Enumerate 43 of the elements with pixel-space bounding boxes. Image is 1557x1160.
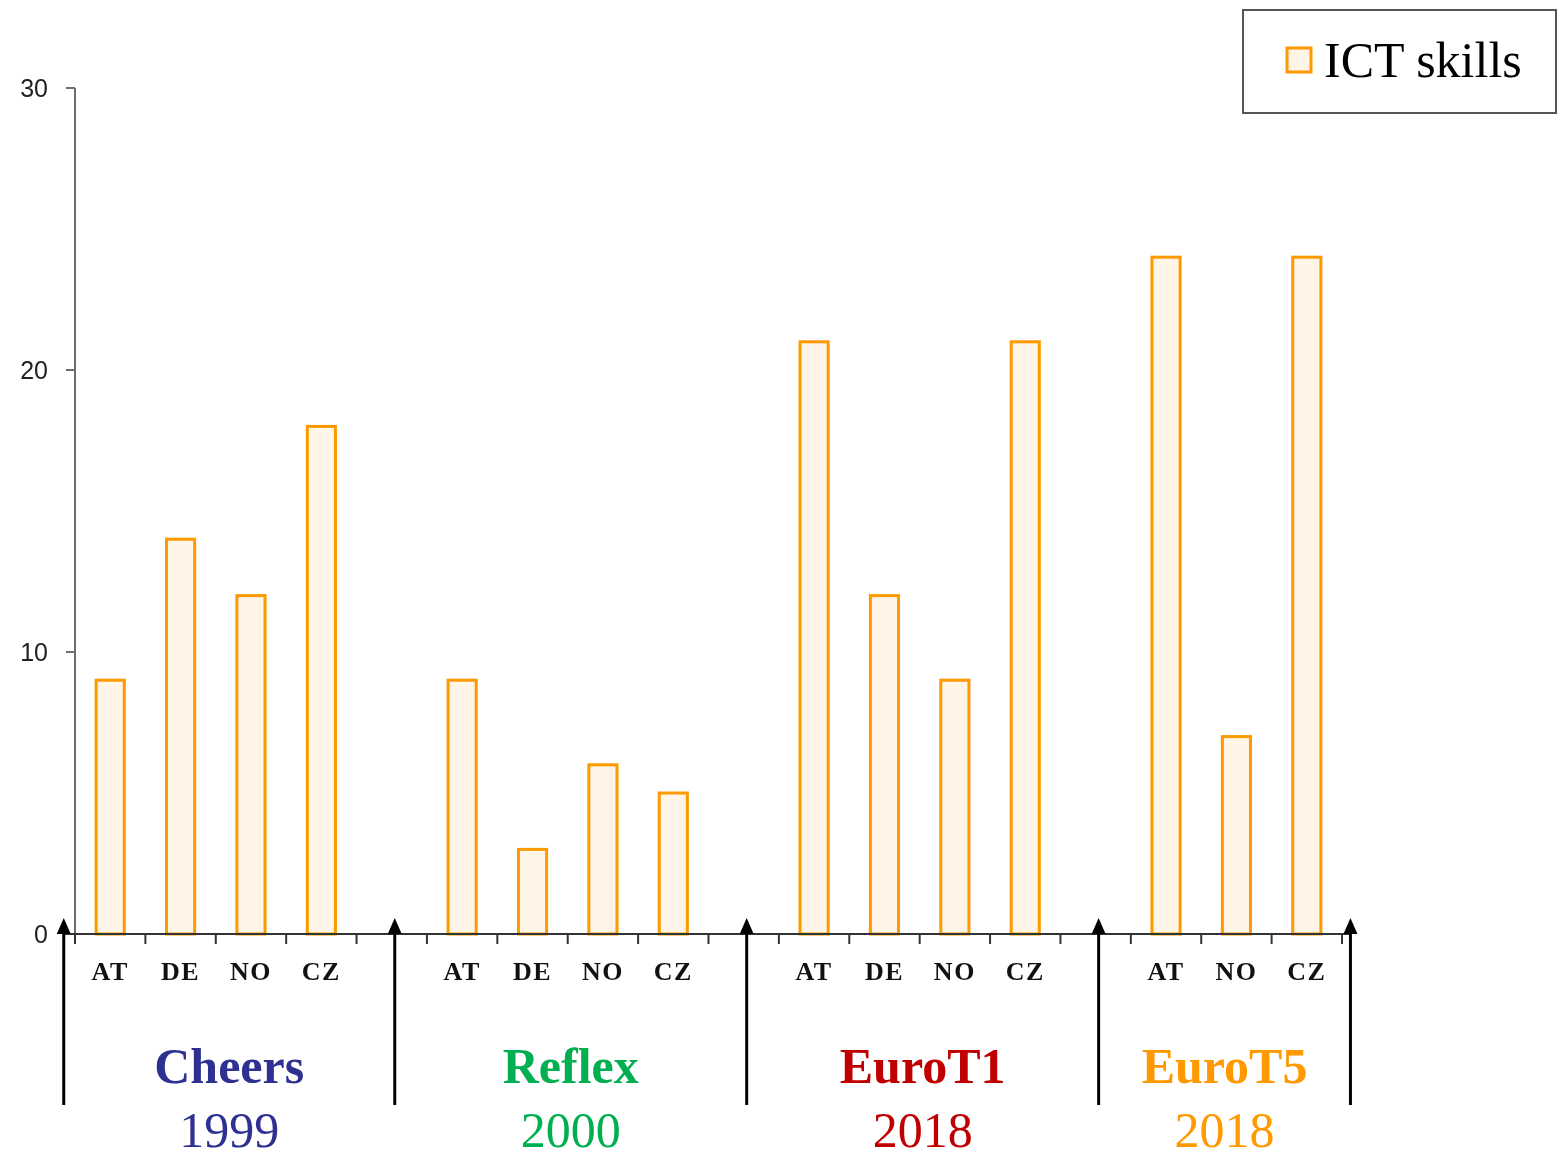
x-tick-label: DE	[512, 957, 553, 986]
bar	[939, 678, 971, 936]
y-tick-label: 10	[20, 638, 48, 666]
bar	[305, 424, 337, 936]
y-tick-label: 0	[34, 920, 48, 948]
text: 2018	[1174, 1102, 1275, 1158]
x-tick-label: NO	[581, 957, 624, 986]
legend-label: ICT skills	[1324, 32, 1522, 88]
x-tick-label: AT	[91, 957, 129, 986]
x-tick-label: AT	[795, 957, 833, 986]
bar	[868, 594, 901, 936]
x-tick-label: NO	[1215, 957, 1258, 986]
bar	[657, 791, 689, 936]
text: EuroT5	[1141, 1038, 1308, 1094]
text: EuroT1	[839, 1038, 1006, 1094]
x-tick-label: DE	[864, 957, 905, 986]
bar	[165, 537, 197, 936]
bar	[1150, 255, 1182, 936]
y-tick-label: 20	[20, 356, 48, 384]
text: 2000	[520, 1102, 621, 1158]
bar	[94, 678, 126, 936]
bar	[516, 847, 549, 936]
x-tick-label: CZ	[1005, 957, 1045, 986]
x-tick-label: CZ	[1287, 957, 1327, 986]
bar	[798, 340, 830, 936]
x-tick-label: AT	[1147, 957, 1185, 986]
y-tick-label: 30	[20, 74, 48, 102]
x-tick-label: CZ	[653, 957, 693, 986]
x-tick-label: CZ	[301, 957, 341, 986]
text: Reflex	[502, 1038, 639, 1094]
text: 1999	[179, 1102, 280, 1158]
x-tick-label: NO	[933, 957, 976, 986]
x-tick-label: AT	[443, 957, 481, 986]
bar	[446, 678, 478, 936]
text: 2018	[872, 1102, 973, 1158]
x-tick-label: NO	[229, 957, 272, 986]
bar	[235, 594, 267, 936]
x-tick-label: DE	[161, 957, 201, 986]
bar	[1009, 340, 1041, 936]
bar	[1220, 735, 1252, 936]
bar	[1291, 255, 1323, 936]
text: Cheers	[154, 1038, 305, 1094]
bar	[587, 763, 619, 936]
